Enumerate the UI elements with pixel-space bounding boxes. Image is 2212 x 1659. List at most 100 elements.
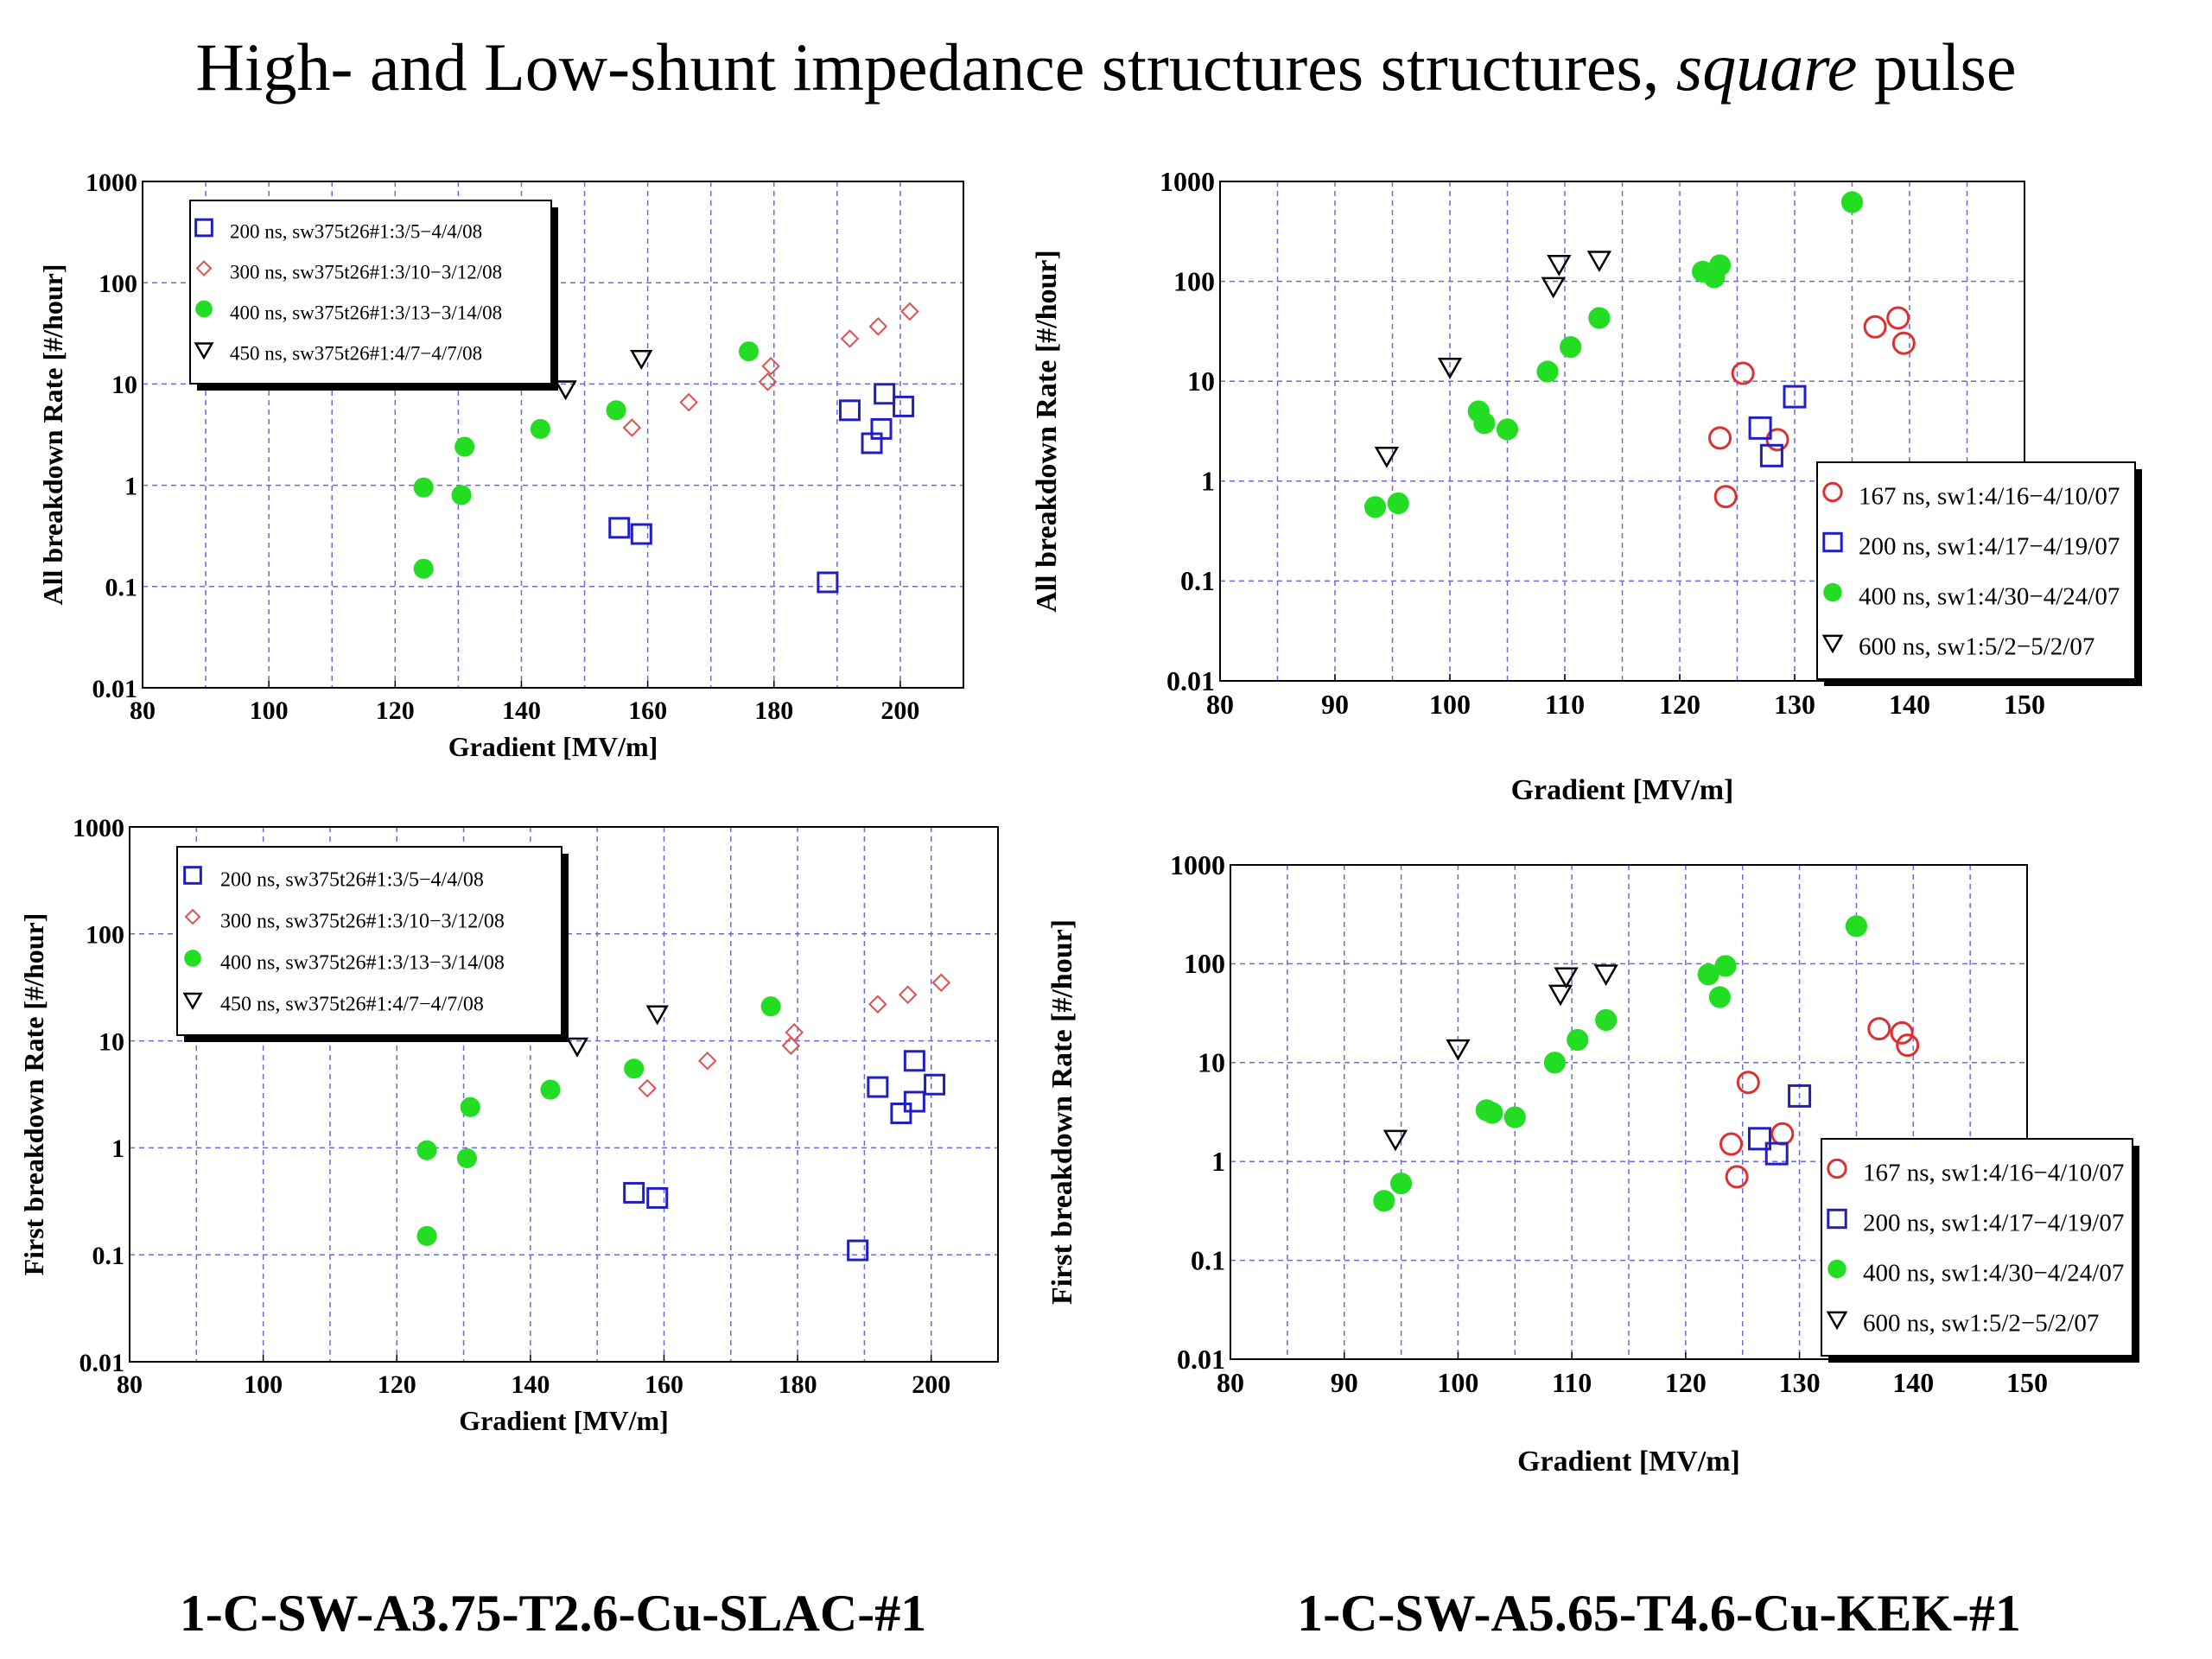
series-2 (1747, 1084, 1812, 1166)
x-tick-label: 130 (1779, 1367, 1821, 1398)
legend-box (176, 846, 563, 1036)
data-point (867, 1076, 889, 1098)
data-point (608, 517, 631, 539)
legend-marker (184, 908, 201, 925)
y-tick-label: 1 (1211, 1146, 1225, 1177)
y-tick-label: 0.01 (1166, 665, 1215, 696)
legend-label: 450 ns, sw375t26#1:4/7−4/7/08 (220, 993, 484, 1015)
data-point (903, 1090, 925, 1113)
x-tick-label: 100 (1437, 1367, 1478, 1398)
legend-shadow (184, 854, 569, 1042)
plot-frame (129, 826, 999, 1363)
x-tick-label: 180 (754, 696, 793, 725)
series-3 (416, 996, 781, 1246)
data-point (1759, 443, 1783, 467)
legend: 167 ns, sw1:4/16−4/10/07 200 ns, sw1:4/17… (1816, 461, 2142, 686)
data-point (622, 418, 642, 437)
y-tick-label: 0.01 (79, 1349, 125, 1377)
y-tick-label: 10 (99, 1027, 124, 1056)
y-tick-label: 1 (1201, 466, 1215, 497)
y-tick-label: 1000 (86, 168, 137, 197)
x-tick-label: 140 (1889, 689, 1930, 720)
data-point (1541, 276, 1566, 299)
legend-label: 400 ns, sw1:4/30−4/24/07 (1859, 583, 2120, 611)
series-1 (608, 383, 915, 594)
legend-label: 167 ns, sw1:4/16−4/10/07 (1863, 1160, 2124, 1187)
data-point (1697, 963, 1719, 986)
data-point (1713, 485, 1738, 509)
x-tick-label: 80 (1206, 689, 1234, 720)
legend-label: 600 ns, sw1:5/2−5/2/07 (1859, 633, 2094, 661)
data-point (1593, 964, 1618, 987)
x-tick-label: 120 (1659, 689, 1700, 720)
data-point (540, 1079, 561, 1100)
series-4 (565, 1005, 669, 1058)
x-tick-label: 200 (912, 1370, 950, 1399)
data-point (1382, 1129, 1408, 1152)
data-point (1783, 385, 1807, 409)
data-point (413, 477, 434, 498)
legend-shadow (1828, 1146, 2139, 1363)
y-tick-label: 0.01 (92, 675, 138, 703)
data-point (761, 356, 780, 376)
data-point (900, 302, 919, 321)
x-tick-label: 120 (1665, 1367, 1707, 1398)
legend-label: 200 ns, sw1:4/17−4/19/07 (1863, 1210, 2124, 1237)
grid (130, 827, 998, 1362)
data-point (1588, 307, 1611, 329)
data-point (1708, 426, 1732, 450)
data-point (645, 1005, 669, 1026)
data-point (1747, 1127, 1771, 1151)
grid (143, 181, 963, 688)
legend-marker (182, 992, 203, 1010)
y-tick-label: 0.1 (105, 574, 138, 602)
legend-shadow (197, 207, 558, 391)
x-tick-label: 180 (779, 1370, 817, 1399)
data-point (1373, 1190, 1395, 1212)
x-tick-label: 100 (1429, 689, 1471, 720)
data-point (1765, 428, 1789, 452)
y-tick-label: 10 (1198, 1047, 1225, 1078)
y-tick-label: 0.01 (1177, 1344, 1225, 1375)
data-point (646, 1186, 669, 1209)
data-point (1719, 1132, 1744, 1156)
x-tick-label: 130 (1774, 689, 1815, 720)
x-axis-label: Gradient [MV/m] (448, 731, 658, 762)
y-tick-label: 1000 (1160, 166, 1215, 197)
x-tick-label: 160 (628, 696, 667, 725)
data-point (870, 417, 893, 440)
data-point (1886, 306, 1910, 330)
legend-marker (194, 218, 213, 238)
legend-marker (195, 260, 213, 276)
y-tick-label: 100 (99, 270, 137, 298)
data-point (1863, 315, 1887, 339)
legend-marker (1827, 1259, 1847, 1279)
data-point (893, 395, 915, 417)
legend-label: 600 ns, sw1:5/2−5/2/07 (1863, 1310, 2099, 1338)
data-point (1363, 496, 1387, 518)
y-axis-label: All breakdown Rate [#/hour] (1031, 250, 1063, 613)
x-tick-label: 140 (502, 696, 541, 725)
x-tick-label: 150 (2004, 689, 2045, 720)
x-tick-label: 90 (1321, 689, 1349, 720)
data-point (451, 485, 472, 505)
data-point (738, 341, 760, 362)
y-tick-label: 10 (111, 371, 137, 399)
legend-marker (1826, 1311, 1848, 1331)
y-tick-label: 0.1 (1191, 1244, 1225, 1275)
x-tick-label: 140 (511, 1370, 550, 1399)
data-point (1481, 1102, 1503, 1124)
x-tick-label: 100 (250, 696, 289, 725)
x-tick-label: 80 (117, 1370, 143, 1399)
data-point (1891, 331, 1916, 355)
legend-label: 300 ns, sw375t26#1:3/10−3/12/08 (220, 910, 505, 932)
x-tick-label: 200 (880, 696, 919, 725)
legend-label: 400 ns, sw375t26#1:3/13−3/14/08 (230, 302, 502, 324)
data-point (606, 400, 626, 421)
data-point (868, 317, 888, 336)
legend-marker (1823, 582, 1842, 602)
data-point (565, 1037, 589, 1058)
data-point (460, 1096, 480, 1117)
x-tick-label: 140 (1892, 1367, 1934, 1398)
